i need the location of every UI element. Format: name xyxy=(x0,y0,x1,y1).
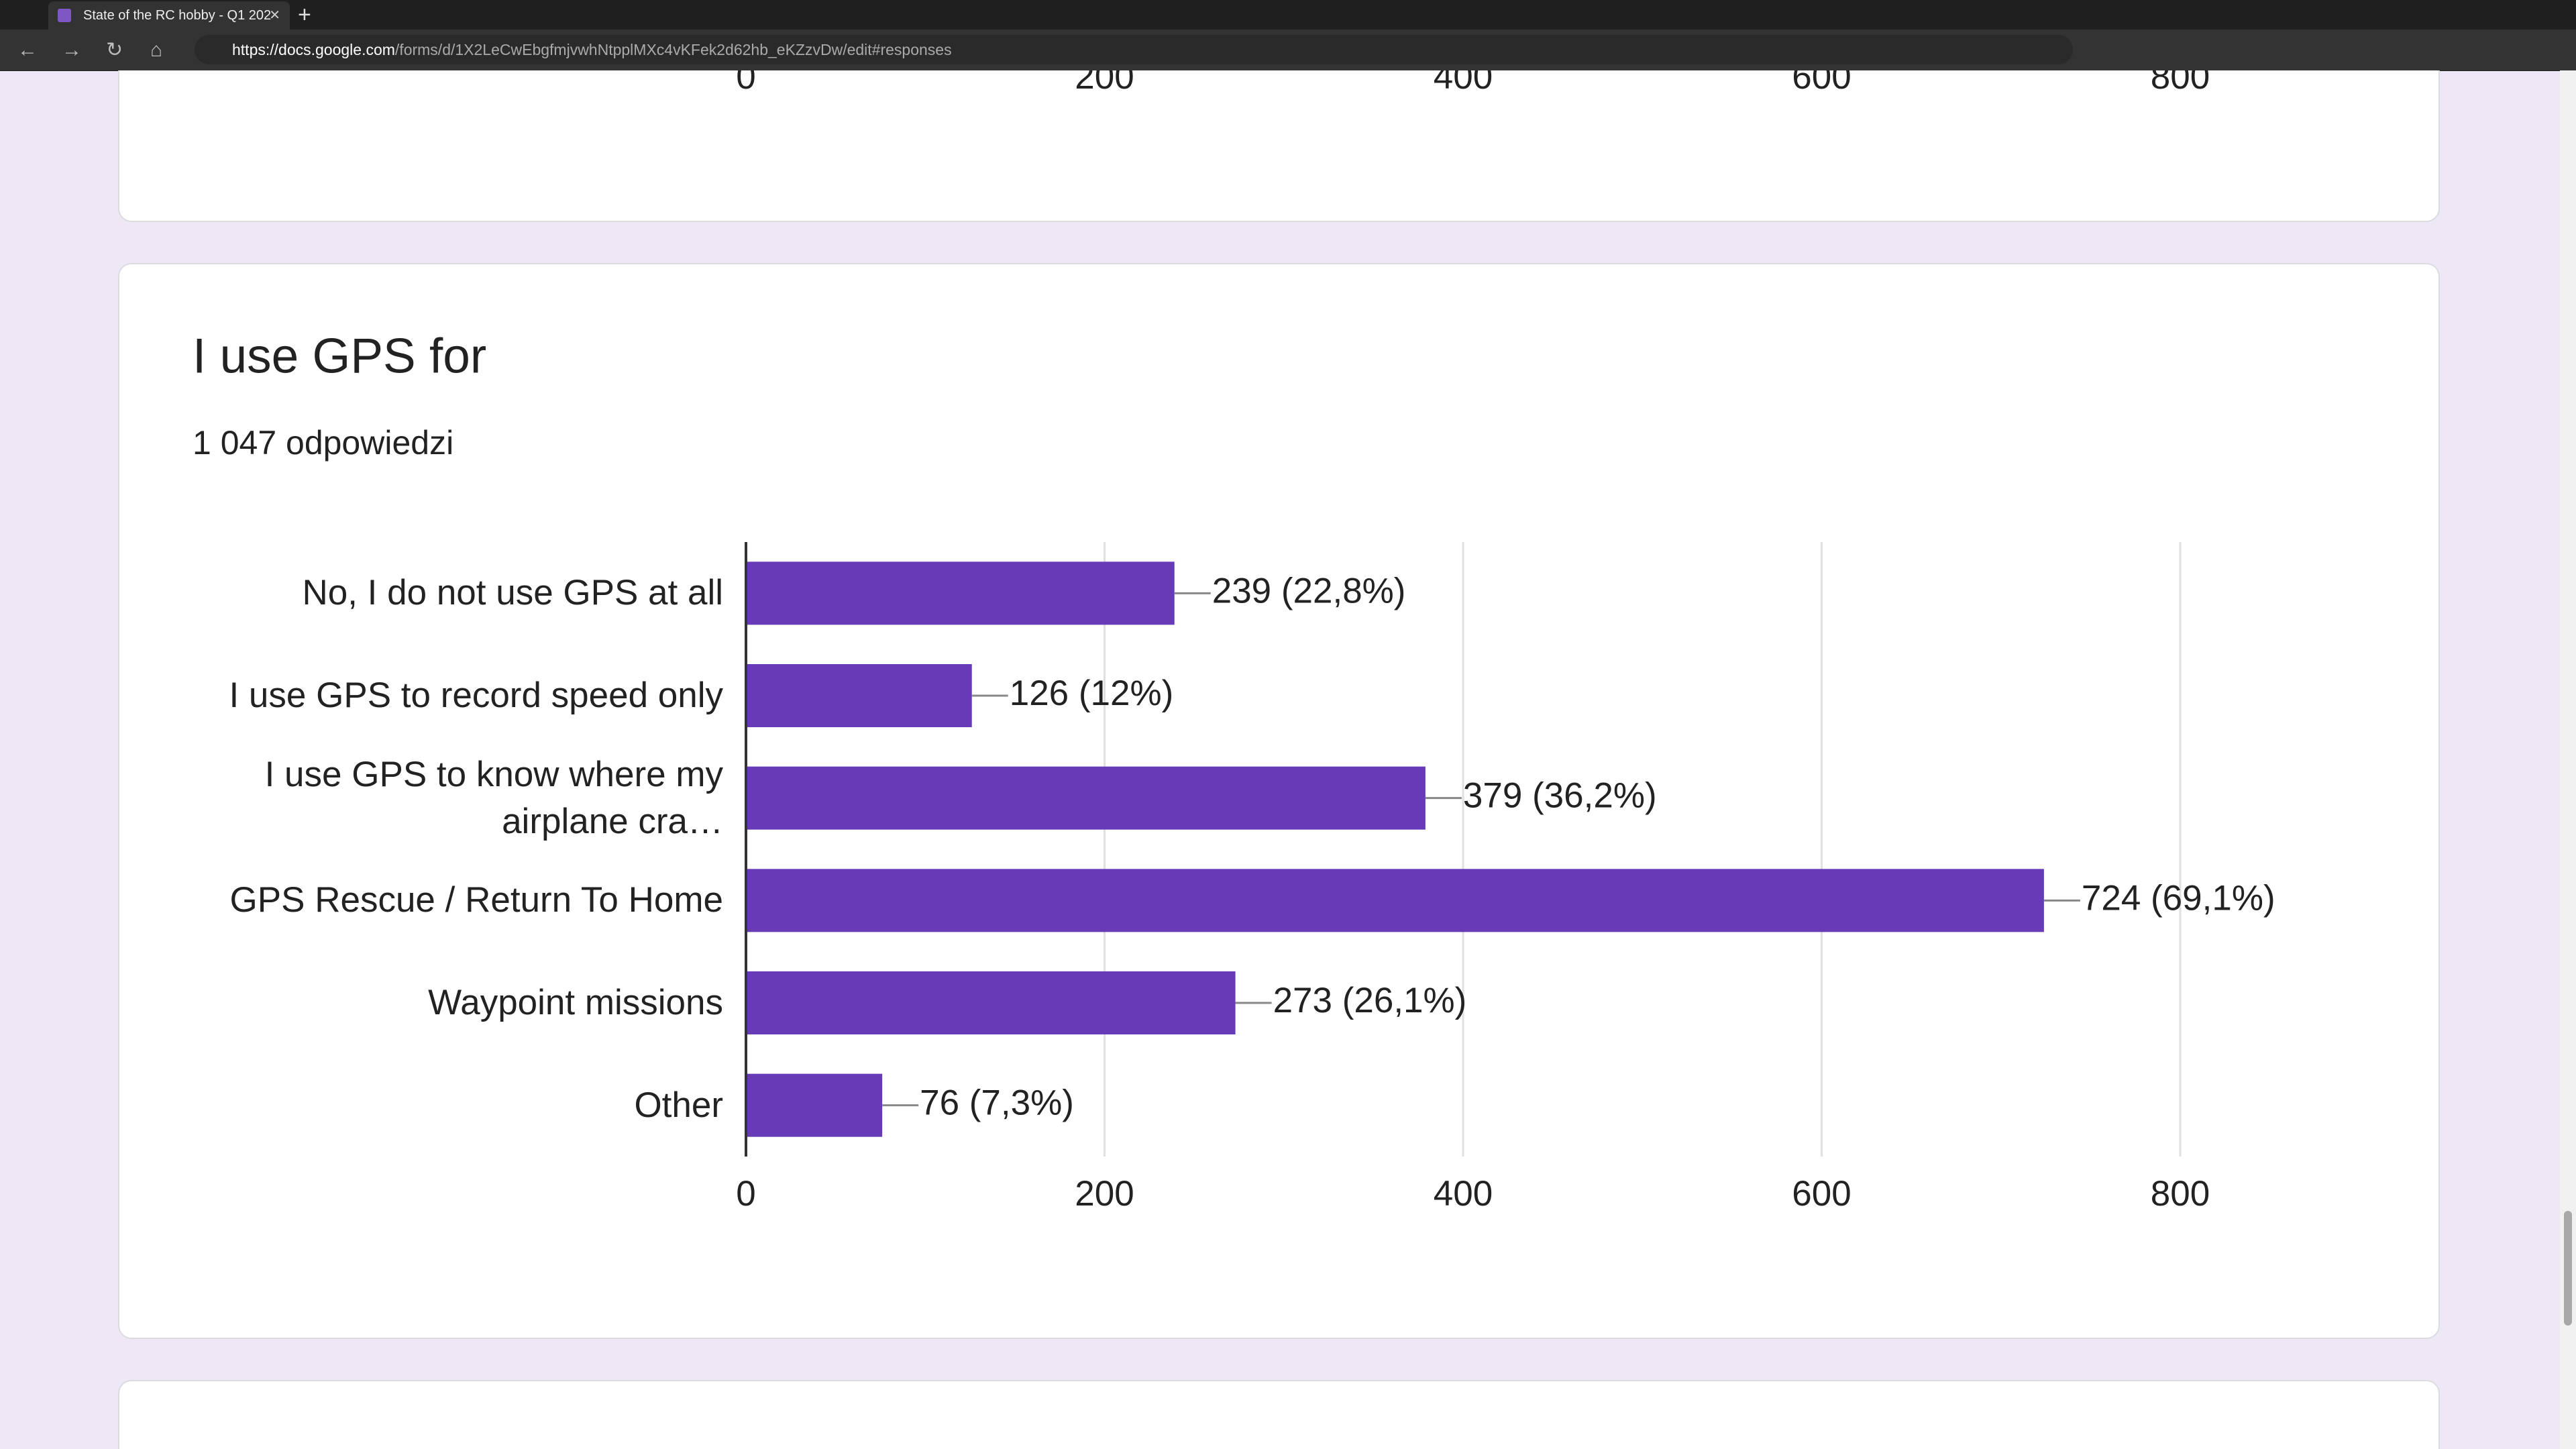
value-label: 76 (7,3%) xyxy=(920,1083,1074,1123)
url-path: /forms/d/1X2LeCwEbgfmjvwhNtpplMXc4vKFek2… xyxy=(394,41,952,58)
tab[interactable]: State of the RC hobby - Q1 202 ✕ xyxy=(48,1,290,30)
y-tick-label: Other xyxy=(634,1085,723,1125)
x-tick-label: 600 xyxy=(1792,70,1851,97)
tab-title: State of the RC hobby - Q1 202 xyxy=(83,8,272,23)
bar xyxy=(746,971,1236,1034)
bar xyxy=(746,561,1175,625)
back[interactable]: ← xyxy=(17,39,38,61)
x-tick-label: 200 xyxy=(1075,70,1134,97)
bar xyxy=(746,869,2044,932)
previous-card xyxy=(118,70,2440,222)
address-bar: https://docs.google.com/forms/d/1X2LeCwE… xyxy=(0,30,2576,71)
value-label: 239 (22,8%) xyxy=(1212,571,1406,610)
chart-title: I use GPS for xyxy=(193,329,486,383)
chart: I use GPS for 1 047 odpowiedzi 0 200 400 60… xyxy=(193,70,2275,1214)
reload[interactable]: ↻ xyxy=(106,39,123,61)
bar xyxy=(746,1073,883,1137)
x-tick-label: 0 xyxy=(736,1174,755,1214)
page: I use GPS for 1 047 odpowiedzi 0 200 400 60… xyxy=(0,70,2560,1449)
url-host: https://docs.google.com xyxy=(232,41,395,58)
new-tab[interactable]: + xyxy=(298,2,311,28)
tab-bar: State of the RC hobby - Q1 202 ✕ + xyxy=(0,0,2576,30)
bar xyxy=(746,664,972,727)
value-label: 379 (36,2%) xyxy=(1463,776,1657,816)
next-card xyxy=(118,1380,2440,1449)
y-tick-label: No, I do not use GPS at all xyxy=(302,573,723,613)
x-tick-label: 800 xyxy=(2151,70,2210,97)
home[interactable]: ⌂ xyxy=(150,39,163,61)
value-label: 724 (69,1%) xyxy=(2082,878,2275,918)
forward[interactable]: → xyxy=(62,39,82,61)
x-tick-label: 600 xyxy=(1792,1174,1851,1214)
y-tick-label: GPS Rescue / Return To Home xyxy=(229,880,723,920)
y-tick-label: I use GPS to record speed only xyxy=(229,676,723,715)
value-label: 273 (26,1%) xyxy=(1273,981,1467,1020)
y-tick-label: I use GPS to know where my airplane cra… xyxy=(264,754,723,841)
url-field[interactable]: https://docs.google.com/forms/d/1X2LeCwE… xyxy=(195,35,2073,64)
x-tick-label: 400 xyxy=(1434,1174,1493,1214)
x-tick-label: 200 xyxy=(1075,1174,1134,1214)
scrollbar[interactable] xyxy=(2560,70,2576,1449)
x-tick-label: 800 xyxy=(2151,1174,2210,1214)
x-tick-label: 0 xyxy=(736,70,755,97)
x-tick-label: 400 xyxy=(1434,70,1493,97)
y-tick-label: Waypoint missions xyxy=(428,983,723,1022)
chart-subtitle: 1 047 odpowiedzi xyxy=(193,424,453,462)
value-label: 126 (12%) xyxy=(1010,674,1174,713)
bar xyxy=(746,766,1426,830)
